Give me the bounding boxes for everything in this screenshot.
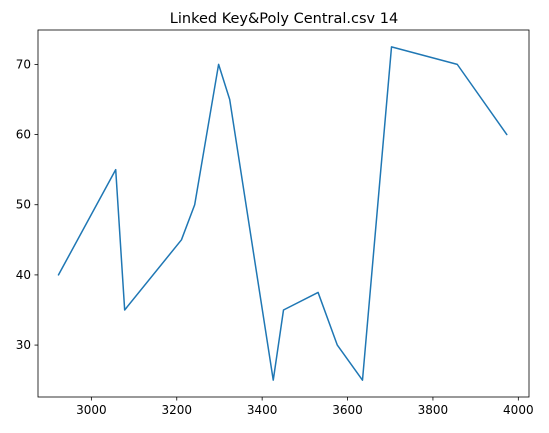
x-axis: 3000 3200 3400 3600 3800 4000 bbox=[76, 397, 534, 417]
y-tick-label: 60 bbox=[16, 128, 31, 142]
x-tick-label: 3400 bbox=[247, 403, 278, 417]
x-tick-label: 3800 bbox=[418, 403, 449, 417]
y-axis: 30 40 50 60 70 bbox=[16, 57, 38, 352]
x-tick-label: 4000 bbox=[503, 403, 534, 417]
plot-area bbox=[57, 46, 508, 381]
y-tick-label: 70 bbox=[16, 57, 31, 71]
x-tick-label: 3200 bbox=[161, 403, 192, 417]
y-tick-label: 50 bbox=[16, 198, 31, 212]
series-line bbox=[57, 46, 508, 381]
x-tick-label: 3000 bbox=[76, 403, 107, 417]
x-tick-label: 3600 bbox=[332, 403, 363, 417]
y-tick-label: 30 bbox=[16, 338, 31, 352]
chart-title: Linked Key&Poly Central.csv 14 bbox=[170, 11, 398, 27]
y-tick-label: 40 bbox=[16, 268, 31, 282]
axes-frame bbox=[37, 29, 530, 398]
